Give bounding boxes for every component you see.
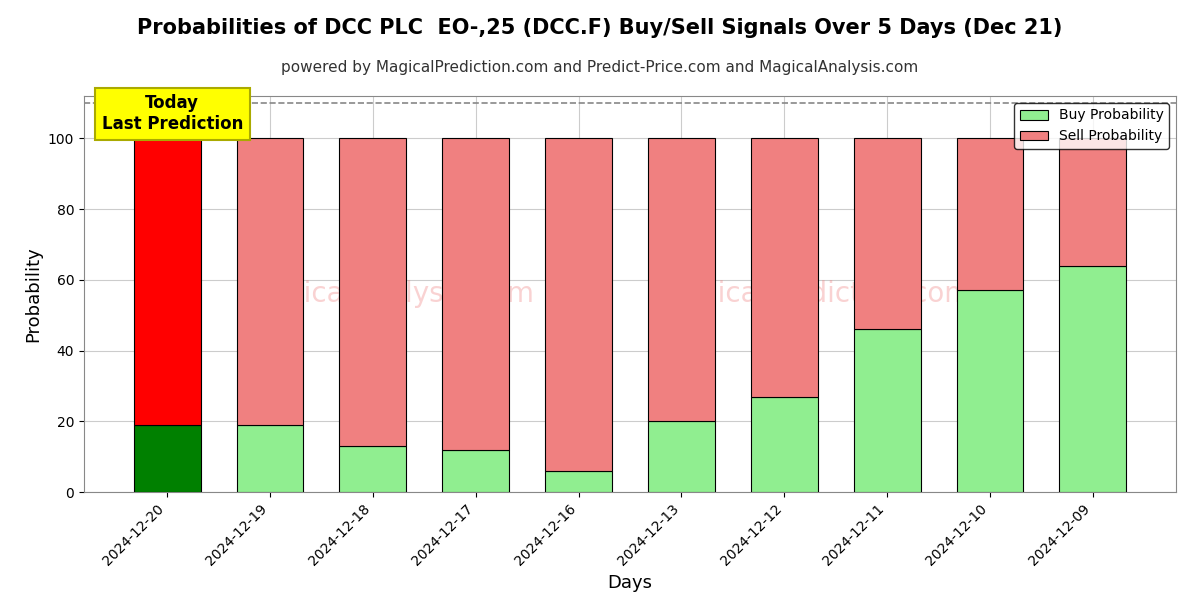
- Bar: [853, 329, 920, 492]
- Bar: [545, 471, 612, 492]
- Text: Probabilities of DCC PLC  EO-,25 (DCC.F) Buy/Sell Signals Over 5 Days (Dec 21): Probabilities of DCC PLC EO-,25 (DCC.F) …: [137, 18, 1063, 38]
- X-axis label: Days: Days: [607, 574, 653, 592]
- Legend: Buy Probability, Sell Probability: Buy Probability, Sell Probability: [1014, 103, 1169, 149]
- Bar: [236, 139, 304, 425]
- Bar: [133, 425, 200, 492]
- Y-axis label: Probability: Probability: [24, 246, 42, 342]
- Bar: [1060, 266, 1127, 492]
- Bar: [956, 139, 1024, 290]
- Bar: [853, 139, 920, 329]
- Bar: [443, 139, 509, 449]
- Bar: [1060, 139, 1127, 266]
- Bar: [956, 290, 1024, 492]
- Text: powered by MagicalPrediction.com and Predict-Price.com and MagicalAnalysis.com: powered by MagicalPrediction.com and Pre…: [281, 60, 919, 75]
- Text: MagicalPrediction.com: MagicalPrediction.com: [660, 280, 972, 308]
- Bar: [648, 421, 715, 492]
- Bar: [340, 139, 407, 446]
- Bar: [545, 139, 612, 471]
- Text: Today
Last Prediction: Today Last Prediction: [102, 94, 242, 133]
- Bar: [751, 397, 817, 492]
- Bar: [340, 446, 407, 492]
- Bar: [236, 425, 304, 492]
- Bar: [443, 449, 509, 492]
- Bar: [648, 139, 715, 421]
- Bar: [133, 139, 200, 425]
- Text: MagicalAnalysis.com: MagicalAnalysis.com: [245, 280, 534, 308]
- Bar: [751, 139, 817, 397]
